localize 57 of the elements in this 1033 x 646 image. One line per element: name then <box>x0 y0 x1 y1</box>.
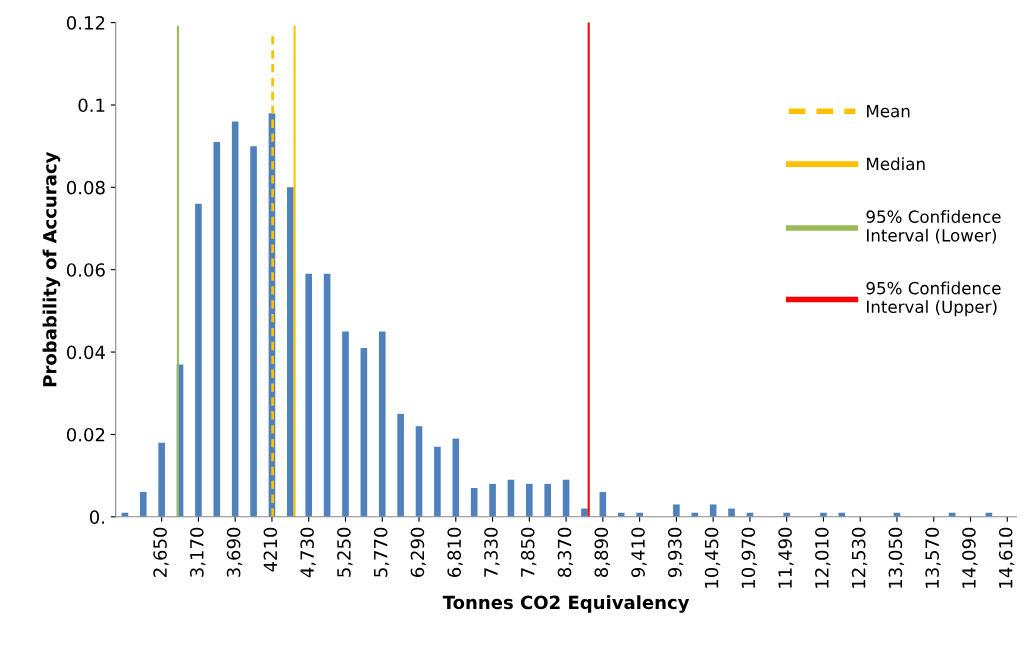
x-tick-label: 14,090 <box>962 527 978 588</box>
legend-label: Mean <box>867 104 910 118</box>
x-tick-label: 9,930 <box>667 527 684 578</box>
bar <box>415 426 423 517</box>
y-tick-label: 0.02 <box>66 427 105 442</box>
bar <box>673 504 680 517</box>
y-tick-label: 0.12 <box>66 16 105 30</box>
x-tick-label: 10,450 <box>704 527 721 588</box>
bar <box>452 438 460 517</box>
legend-label: Median <box>867 157 925 171</box>
x-tick-label: 8,370 <box>557 527 574 577</box>
x-tick-label: 4210 <box>263 527 278 572</box>
bar <box>323 273 331 517</box>
x-tick-label: 7,850 <box>520 527 537 577</box>
bar <box>139 492 147 517</box>
x-tick-label: 2,650 <box>153 527 169 577</box>
x-tick-label: 5,770 <box>373 527 390 577</box>
bar <box>342 331 349 517</box>
bar <box>544 483 552 517</box>
x-tick-label: 8,890 <box>594 527 610 577</box>
y-tick-label: 0.04 <box>66 345 105 360</box>
y-axis-title: Probability of Accuracy <box>42 151 61 387</box>
bar <box>158 442 165 517</box>
bar <box>305 273 313 517</box>
x-tick-label: 6,290 <box>410 527 427 577</box>
x-axis-title: Tonnes CO2 Equivalency <box>442 595 690 613</box>
bar <box>378 331 386 517</box>
x-tick-label: 14,610 <box>998 527 1015 588</box>
y-tick-label: 0. <box>89 510 105 524</box>
x-tick-label: 10,970 <box>741 527 757 588</box>
bar <box>195 203 202 517</box>
bar <box>526 483 533 517</box>
bar <box>489 483 496 517</box>
x-tick-label: 13,050 <box>888 527 905 588</box>
x-tick-label: 11,490 <box>778 527 794 588</box>
x-tick-label: 12,010 <box>815 527 831 588</box>
y-tick-label: 0.1 <box>78 98 105 113</box>
bar <box>287 187 294 517</box>
bar <box>213 142 221 517</box>
x-tick-label: 4,730 <box>300 527 316 578</box>
x-tick-label: 6,810 <box>447 527 463 577</box>
bar <box>434 446 441 517</box>
bar <box>360 347 368 517</box>
x-tick-label: 3,690 <box>226 527 243 577</box>
x-tick-label: 3,170 <box>190 527 206 577</box>
bar <box>250 146 257 517</box>
bar <box>397 413 404 517</box>
legend-label: 95% Confidence Interval (Lower) <box>866 210 1001 244</box>
x-tick-label: 5,250 <box>337 527 353 577</box>
y-tick-label: 0.06 <box>66 263 105 277</box>
bar <box>231 121 239 517</box>
x-tick-label: 13,570 <box>925 527 941 588</box>
y-tick-label: 0.08 <box>66 180 105 195</box>
legend-label: 95% Confidence Interval (Upper) <box>866 281 1001 317</box>
x-tick-label: 7,330 <box>484 527 500 577</box>
x-tick-label: 9,410 <box>631 527 647 578</box>
x-tick-label: 12,530 <box>851 527 868 588</box>
